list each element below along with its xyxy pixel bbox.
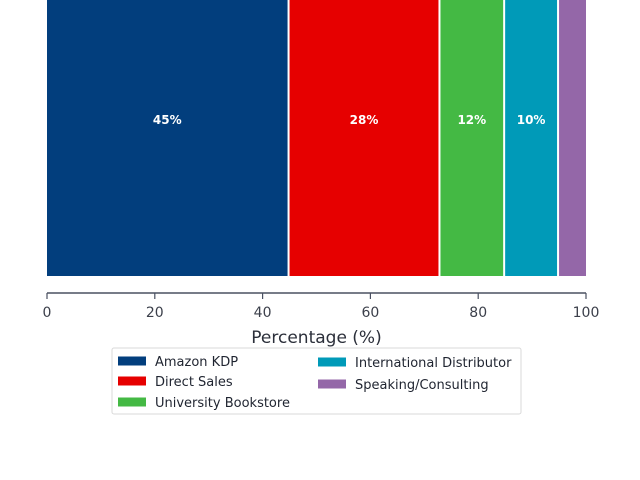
legend-label-1: Amazon KDP — [155, 355, 238, 370]
legend-label-2: Direct Sales — [155, 375, 233, 390]
bar-value-label-4: 10% — [517, 113, 546, 127]
legend-swatch-2 — [118, 376, 146, 386]
x-tick-label: 60 — [361, 305, 379, 321]
x-tick-label: 0 — [43, 305, 52, 321]
x-tick-label: 100 — [573, 305, 600, 321]
x-tick-label: 80 — [469, 305, 487, 321]
x-tick-label: 20 — [146, 305, 164, 321]
legend: Amazon KDP Direct Sales University Booksto… — [111, 347, 522, 415]
bar-segment-2 — [289, 0, 439, 276]
bar-value-label-3: 12% — [457, 113, 486, 127]
legend-label-4: International Distributor — [355, 356, 512, 371]
bar-segment-3 — [440, 0, 504, 276]
x-axis-title: Percentage (%) — [251, 328, 381, 348]
legend-swatch-5 — [318, 379, 346, 389]
legend-swatch-1 — [118, 356, 146, 366]
x-axis: 0 20 40 60 80 100 — [43, 292, 600, 321]
bar-segment-5 — [559, 0, 586, 276]
x-tick-label: 40 — [254, 305, 272, 321]
bar-value-label-2: 28% — [350, 113, 379, 127]
bars-layer — [47, 0, 586, 276]
legend-swatch-3 — [118, 397, 146, 407]
legend-swatch-4 — [318, 357, 346, 367]
legend-frame — [111, 347, 522, 415]
bar-labels-layer: 45% 28% 12% 10% — [153, 113, 546, 127]
bar-segment-4 — [505, 0, 558, 276]
bar-segment-1 — [47, 0, 288, 276]
legend-label-5: Speaking/Consulting — [355, 378, 489, 393]
legend-label-3: University Bookstore — [155, 396, 290, 411]
bar-value-label-1: 45% — [153, 113, 182, 127]
